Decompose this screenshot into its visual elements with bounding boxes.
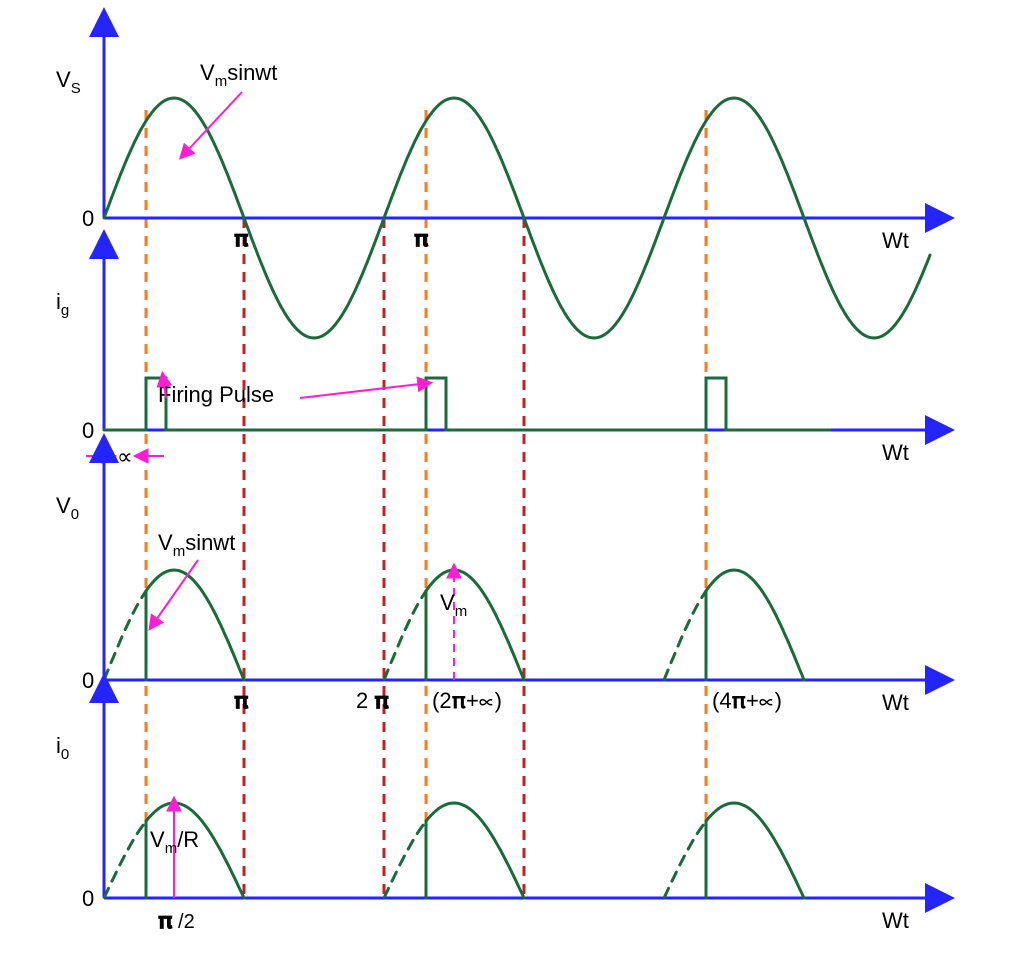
i0-lobe-2 xyxy=(706,803,804,898)
vs-y-label: VS xyxy=(56,67,81,97)
v0-4pi-alpha: (4𝛑+∝) xyxy=(712,688,782,713)
i0-pre-2 xyxy=(664,821,706,897)
v0-2pi-alpha: (2𝛑+∝) xyxy=(432,688,502,713)
vs-pi-label: 𝛑 xyxy=(234,226,249,251)
v0-pi: 𝛑 xyxy=(234,688,249,713)
v0-y-label: V0 xyxy=(56,493,79,523)
i0-y-label: i0 xyxy=(56,733,69,763)
v0-pre-2 xyxy=(664,591,706,679)
ig-zero-label: 0 xyxy=(82,418,94,443)
alpha-label: ∝ xyxy=(117,444,133,469)
firing-arrow-2 xyxy=(300,384,420,398)
i0-zero-label: 0 xyxy=(82,886,94,911)
v0-lobe-2 xyxy=(706,570,804,680)
v0-pre-1 xyxy=(384,591,426,679)
v0-lobe-0 xyxy=(146,570,244,680)
waveform-diagram: VS 0 Wt Vmsinwt 𝛑 𝛑 ig 0 Wt Firing Pulse ∝ V0 0 Wt Vms… xyxy=(0,0,1024,960)
vm-label: Vm xyxy=(440,590,467,620)
i0-x-label: Wt xyxy=(882,908,909,933)
v0-pre-0 xyxy=(104,591,146,679)
vs-x-label: Wt xyxy=(882,228,909,253)
i0-pi2: 𝛑 /2 xyxy=(158,908,195,933)
v0-2pi: 2 𝛑 xyxy=(356,688,389,713)
v0-zero-label: 0 xyxy=(82,668,94,693)
vs-annot-arrow xyxy=(188,92,242,150)
i0-lobe-1 xyxy=(426,803,524,898)
v0-x-label: Wt xyxy=(882,690,909,715)
firing-pulse-label: Firing Pulse xyxy=(158,382,274,407)
vs-vmsinwt-label: Vmsinwt xyxy=(200,60,277,90)
vs-zero-label: 0 xyxy=(82,206,94,231)
v0-lobe-1 xyxy=(426,570,524,680)
ig-x-label: Wt xyxy=(882,440,909,465)
i0-pre-1 xyxy=(384,821,426,897)
vs-pi-label-2: 𝛑 xyxy=(414,226,429,251)
v0-vmsinwt-label: Vmsinwt xyxy=(158,530,235,560)
i0-pre-0 xyxy=(104,821,146,897)
ig-y-label: ig xyxy=(56,289,69,319)
